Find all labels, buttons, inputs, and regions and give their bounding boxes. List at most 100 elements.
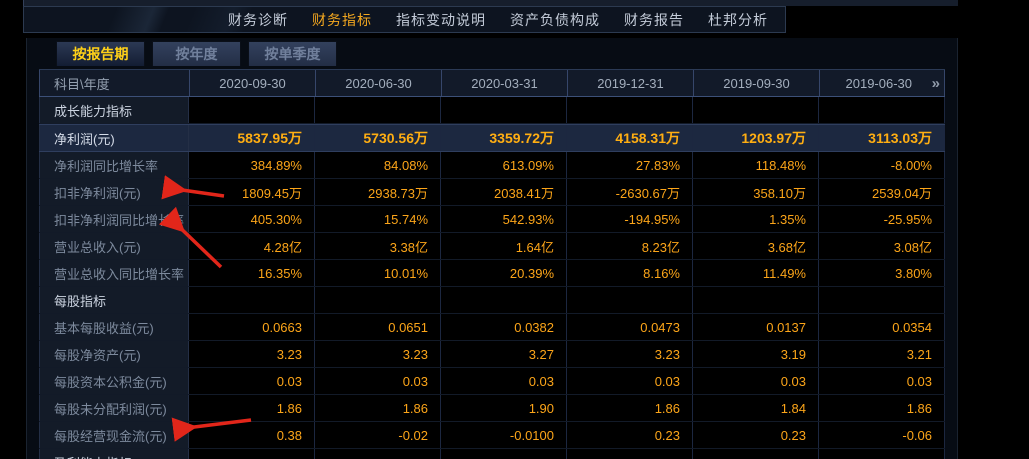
cell-value: 0.0382: [441, 314, 567, 340]
table-row-11[interactable]: 每股未分配利润(元) 1.86 1.86 1.90 1.86 1.84 1.86: [39, 395, 945, 422]
cell-value: 16.35%: [189, 260, 315, 286]
row-label: 营业总收入同比增长率: [39, 260, 189, 286]
cell-value: -0.06: [819, 422, 945, 448]
cell-value: 3359.72万: [441, 125, 567, 151]
cell-value: 118.48%: [693, 152, 819, 178]
nav-tab-3[interactable]: 资产负债构成: [510, 11, 600, 28]
row-label: 成长能力指标: [39, 97, 189, 123]
cell-value: [441, 449, 567, 459]
cell-value: 3.23: [189, 341, 315, 367]
cell-value: 2539.04万: [819, 179, 945, 205]
cell-value: 0.0473: [567, 314, 693, 340]
cell-value: 0.03: [189, 368, 315, 394]
cell-value: 3.23: [315, 341, 441, 367]
row-label: 净利润同比增长率: [39, 152, 189, 178]
table-row-1[interactable]: 净利润(元) 5837.95万 5730.56万 3359.72万 4158.31万 12…: [39, 124, 945, 152]
cell-value: 3113.03万: [819, 125, 945, 151]
row-label: 基本每股收益(元): [39, 314, 189, 340]
cell-value: [315, 449, 441, 459]
nav-tab-4[interactable]: 财务报告: [624, 11, 684, 28]
cell-value: 0.38: [189, 422, 315, 448]
cell-value: [189, 97, 315, 123]
cell-value: 1.64亿: [441, 233, 567, 259]
row-label: 每股净资产(元): [39, 341, 189, 367]
cell-value: [693, 97, 819, 123]
cell-value: [819, 287, 945, 313]
cell-value: 84.08%: [315, 152, 441, 178]
cell-value: 3.68亿: [693, 233, 819, 259]
cell-value: 0.0663: [189, 314, 315, 340]
table-row-4[interactable]: 扣非净利润同比增长率 405.30% 15.74% 542.93% -194.95% 1.…: [39, 206, 945, 233]
cell-value: 358.10万: [693, 179, 819, 205]
table-row-2[interactable]: 净利润同比增长率 384.89% 84.08% 613.09% 27.83% 118.48…: [39, 152, 945, 179]
table-row-10[interactable]: 每股资本公积金(元) 0.03 0.03 0.03 0.03 0.03 0.03: [39, 368, 945, 395]
column-header-4: 2019-09-30: [693, 70, 819, 96]
cell-value: 4.28亿: [189, 233, 315, 259]
cell-value: 20.39%: [441, 260, 567, 286]
cell-value: 613.09%: [441, 152, 567, 178]
column-header-3: 2019-12-31: [567, 70, 693, 96]
nav-tab-5[interactable]: 杜邦分析: [708, 11, 768, 28]
period-tab-0[interactable]: 按报告期: [56, 41, 145, 66]
table-row-8[interactable]: 基本每股收益(元) 0.0663 0.0651 0.0382 0.0473 0.0137 0…: [39, 314, 945, 341]
cell-value: [189, 287, 315, 313]
cell-value: [315, 97, 441, 123]
cell-value: 1.35%: [693, 206, 819, 232]
top-panel-edge: [23, 0, 958, 6]
table-row-5[interactable]: 营业总收入(元) 4.28亿 3.38亿 1.64亿 8.23亿 3.68亿 3.08亿: [39, 233, 945, 260]
cell-value: 1.86: [567, 395, 693, 421]
table-row-6[interactable]: 营业总收入同比增长率 16.35% 10.01% 20.39% 8.16% 11.49% 3…: [39, 260, 945, 287]
table-row-12[interactable]: 每股经营现金流(元) 0.38 -0.02 -0.0100 0.23 0.23 -0.06: [39, 422, 945, 449]
cell-value: 5730.56万: [315, 125, 441, 151]
cell-value: [819, 97, 945, 123]
nav-tab-0[interactable]: 财务诊断: [228, 11, 288, 28]
cell-value: 384.89%: [189, 152, 315, 178]
cell-value: 2938.73万: [315, 179, 441, 205]
cell-value: 27.83%: [567, 152, 693, 178]
cell-value: 0.03: [441, 368, 567, 394]
nav-tab-2[interactable]: 指标变动说明: [396, 11, 486, 28]
cell-value: 0.23: [567, 422, 693, 448]
cell-value: 3.08亿: [819, 233, 945, 259]
row-label: 扣非净利润(元): [39, 179, 189, 205]
cell-value: [567, 287, 693, 313]
cell-value: 4158.31万: [567, 125, 693, 151]
cell-value: 1.90: [441, 395, 567, 421]
cell-value: 542.93%: [441, 206, 567, 232]
row-label: 扣非净利润同比增长率: [39, 206, 189, 232]
period-tab-2[interactable]: 按单季度: [248, 41, 337, 66]
column-header-1: 2020-06-30: [315, 70, 441, 96]
row-label: 净利润(元): [39, 125, 189, 151]
cell-value: -194.95%: [567, 206, 693, 232]
cell-value: [567, 449, 693, 459]
cell-value: -25.95%: [819, 206, 945, 232]
cell-value: [819, 449, 945, 459]
corner-header-cell: 科目\年度: [39, 70, 189, 96]
financial-table: 科目\年度 2020-09-30 2020-06-30 2020-03-31 2019-…: [39, 69, 945, 459]
cell-value: 3.19: [693, 341, 819, 367]
cell-value: [315, 287, 441, 313]
cell-value: [189, 449, 315, 459]
period-tab-1[interactable]: 按年度: [152, 41, 241, 66]
column-header-5: 2019-06-30»: [819, 70, 945, 96]
content-panel: 按报告期 按年度 按单季度 科目\年度 2020-09-30 2020-06-30 202…: [26, 38, 958, 459]
cell-value: 3.23: [567, 341, 693, 367]
cell-value: 0.03: [567, 368, 693, 394]
more-columns-icon[interactable]: »: [931, 74, 940, 92]
cell-value: 3.80%: [819, 260, 945, 286]
cell-value: 10.01%: [315, 260, 441, 286]
cell-value: [567, 97, 693, 123]
table-row-9[interactable]: 每股净资产(元) 3.23 3.23 3.27 3.23 3.19 3.21: [39, 341, 945, 368]
table-row-13: 盈利能力指标: [39, 449, 945, 459]
cell-value: 3.27: [441, 341, 567, 367]
row-label: 每股指标: [39, 287, 189, 313]
cell-value: [441, 97, 567, 123]
cell-value: 0.23: [693, 422, 819, 448]
table-row-3[interactable]: 扣非净利润(元) 1809.45万 2938.73万 2038.41万 -2630.67…: [39, 179, 945, 206]
cell-value: 3.38亿: [315, 233, 441, 259]
cell-value: -0.02: [315, 422, 441, 448]
cell-value: [693, 449, 819, 459]
cell-value: 1.86: [819, 395, 945, 421]
cell-value: 15.74%: [315, 206, 441, 232]
nav-tab-1[interactable]: 财务指标: [312, 11, 372, 28]
